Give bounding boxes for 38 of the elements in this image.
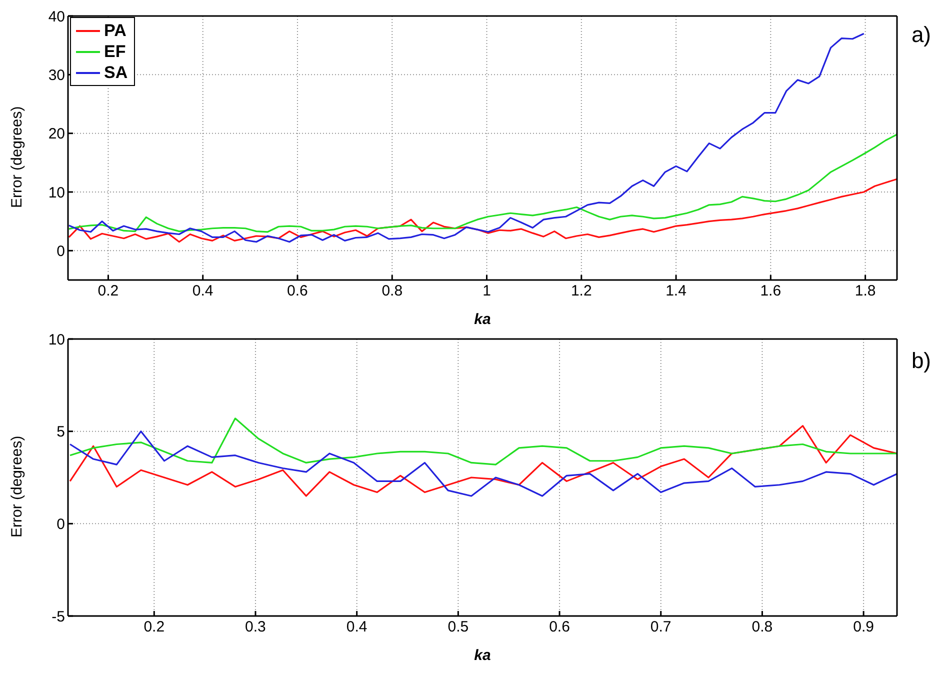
x-tick-label: 0.2 [144, 618, 165, 636]
text: b) [911, 348, 931, 374]
y-axis-title: Error (degrees) [8, 106, 26, 208]
x-tick-label: 0.4 [346, 618, 368, 636]
x-tick-label: 1.2 [570, 282, 592, 300]
x-tick-label: 0.8 [382, 282, 403, 300]
legend-label: PA [104, 20, 126, 40]
text: a) [911, 22, 931, 48]
y-tick-label: 40 [48, 8, 65, 26]
line-series [68, 134, 897, 233]
y-tick-label: 10 [48, 184, 65, 202]
x-tick-label: 0.6 [287, 282, 308, 300]
x-tick-label: 0.3 [245, 618, 266, 636]
x-axis-title: ka [474, 311, 491, 328]
y-axis-title: Error (degrees) [8, 436, 26, 538]
y-tick-label: 0 [56, 242, 65, 260]
x-tick-label: 1.4 [666, 282, 686, 300]
x-tick-label: 0.2 [98, 282, 119, 300]
y-tick-label: 0 [56, 516, 65, 533]
legend-label: EF [104, 42, 126, 62]
x-tick-label: 1.8 [854, 282, 876, 300]
line-series [68, 178, 897, 243]
line-series [69, 418, 897, 466]
x-tick-label: 0.9 [853, 618, 874, 636]
y-tick-label: 5 [56, 424, 65, 441]
x-tick-label: 0.6 [549, 618, 570, 636]
x-tick-label: 1.6 [760, 282, 782, 300]
y-tick-label: -5 [52, 608, 65, 626]
x-tick-label: 0.8 [752, 618, 773, 636]
x-axis-title: ka [474, 647, 491, 664]
y-tick-label: 20 [48, 126, 65, 143]
x-tick-label: 0.5 [448, 618, 469, 636]
x-tick-label: 1 [482, 282, 491, 300]
x-tick-label: 0.7 [650, 618, 672, 636]
x-tick-label: 0.4 [192, 282, 214, 300]
legend-label: SA [104, 62, 128, 82]
y-tick-label: 10 [48, 331, 65, 348]
y-tick-label: 30 [48, 66, 65, 84]
